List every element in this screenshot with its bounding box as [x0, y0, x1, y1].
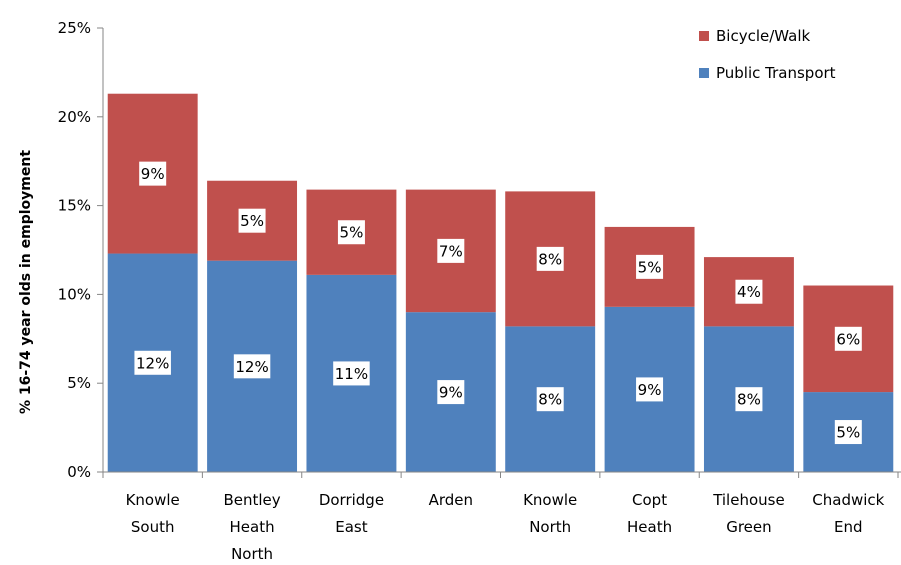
data-label-box	[636, 254, 664, 279]
legend-label: Bicycle/Walk	[716, 27, 811, 45]
y-tick-label: 10%	[58, 285, 91, 303]
data-label: 5%	[340, 224, 364, 242]
category-labels: Knowle South Bentley Heath North Dorridge East…	[126, 491, 885, 563]
data-label-box	[834, 420, 862, 445]
data-label-box	[333, 361, 370, 386]
data-label: 9%	[141, 165, 165, 183]
data-label-box	[134, 350, 171, 375]
data-label-box	[735, 279, 763, 304]
legend-background	[688, 14, 892, 94]
data-label: 6%	[836, 330, 860, 348]
data-label-box	[536, 387, 564, 412]
data-label: 5%	[638, 258, 662, 276]
x-category-label: Bentley Heath North	[223, 491, 280, 563]
y-tick-label: 25%	[58, 19, 91, 37]
legend-swatch	[699, 31, 709, 41]
data-label-box	[437, 238, 465, 263]
data-label-box	[536, 246, 564, 271]
data-label: 7%	[439, 242, 463, 260]
data-label-box	[337, 220, 365, 245]
data-label-box	[437, 380, 465, 405]
data-label-box	[735, 387, 763, 412]
data-label: 5%	[240, 212, 264, 230]
data-label-box	[238, 208, 266, 233]
data-label: 8%	[538, 250, 562, 268]
data-label-box	[139, 161, 167, 186]
y-axis-ticks: 0% 5% 10% 15% 20% 25%	[58, 19, 103, 481]
data-label: 12%	[136, 354, 169, 372]
data-label: 8%	[538, 391, 562, 409]
x-category-label: Chadwick End	[812, 491, 884, 536]
x-category-label: Tilehouse Green	[712, 491, 785, 536]
legend: Bicycle/Walk Public Transport	[688, 14, 892, 94]
data-label-box	[834, 326, 862, 351]
data-label: 11%	[335, 365, 368, 383]
legend-label: Public Transport	[716, 64, 836, 82]
y-tick-label: 20%	[58, 108, 91, 126]
data-label-box	[233, 354, 271, 379]
x-category-label: Dorridge East	[319, 491, 384, 536]
x-category-label: Copt Heath	[627, 491, 672, 536]
axes	[102, 28, 901, 478]
data-label: 8%	[737, 391, 761, 409]
data-label: 9%	[638, 381, 662, 399]
y-tick-label: 0%	[67, 463, 91, 481]
data-label: 4%	[737, 283, 761, 301]
x-category-label: Arden	[429, 491, 473, 509]
data-label: 9%	[439, 384, 463, 402]
data-label: 12%	[235, 358, 268, 376]
data-label: 5%	[836, 424, 860, 442]
y-tick-label: 5%	[67, 374, 91, 392]
y-tick-label: 15%	[58, 197, 91, 215]
data-label-box	[636, 377, 664, 402]
x-category-label: Knowle South	[126, 491, 180, 536]
bars: 12% 9% 12% 5% 11% 5% 9% 7% 8% 8% 9% 5% 8% 4% 5% 6%	[107, 93, 894, 472]
y-axis-label: % 16-74 year olds in employment	[18, 150, 34, 414]
legend-swatch	[699, 68, 709, 78]
x-category-label: Knowle North	[523, 491, 577, 536]
